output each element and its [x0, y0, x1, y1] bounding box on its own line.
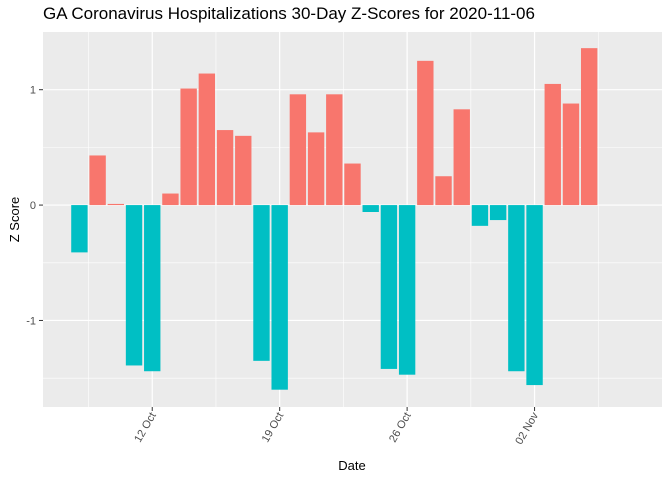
bar: [107, 203, 125, 206]
bar: [380, 205, 398, 369]
bar: [289, 94, 307, 206]
bar: [526, 205, 543, 386]
bar: [89, 155, 106, 206]
bar: [544, 83, 561, 206]
x-axis: 12 Oct 19 Oct 26 Oct 02 Nov: [132, 407, 541, 447]
y-tick-label: 0: [30, 200, 36, 212]
bar: [180, 88, 197, 206]
bar: [253, 205, 270, 361]
bar: [580, 48, 598, 206]
bar: [453, 109, 470, 206]
x-axis-title: Date: [338, 458, 365, 473]
bar: [307, 132, 325, 206]
bar: [508, 205, 525, 372]
bar: [326, 94, 343, 206]
bar: [71, 205, 88, 253]
bar: [271, 205, 288, 390]
bar: [398, 205, 416, 375]
chart-title: GA Coronavirus Hospitalizations 30-Day Z…: [43, 4, 535, 23]
bar: [162, 193, 179, 206]
x-tick-label: 02 Nov: [513, 410, 541, 447]
x-tick-label: 12 Oct: [132, 411, 159, 445]
y-axis-title: Z Score: [7, 197, 22, 243]
bar: [125, 205, 143, 366]
x-tick-label: 26 Oct: [387, 411, 414, 445]
y-tick-label: -1: [26, 315, 36, 327]
bar: [344, 163, 361, 206]
y-axis: -1 0 1: [26, 85, 43, 327]
bar: [144, 205, 161, 372]
bar: [235, 135, 252, 206]
bar: [435, 176, 452, 206]
bar: [471, 205, 489, 226]
bar: [198, 73, 216, 206]
bar: [362, 205, 379, 212]
bar: [216, 130, 234, 206]
bar: [562, 103, 580, 206]
bar: [417, 60, 434, 206]
x-tick-label: 19 Oct: [260, 411, 287, 445]
y-tick-label: 1: [30, 85, 36, 97]
bars: [71, 48, 598, 390]
bar: [489, 205, 507, 221]
